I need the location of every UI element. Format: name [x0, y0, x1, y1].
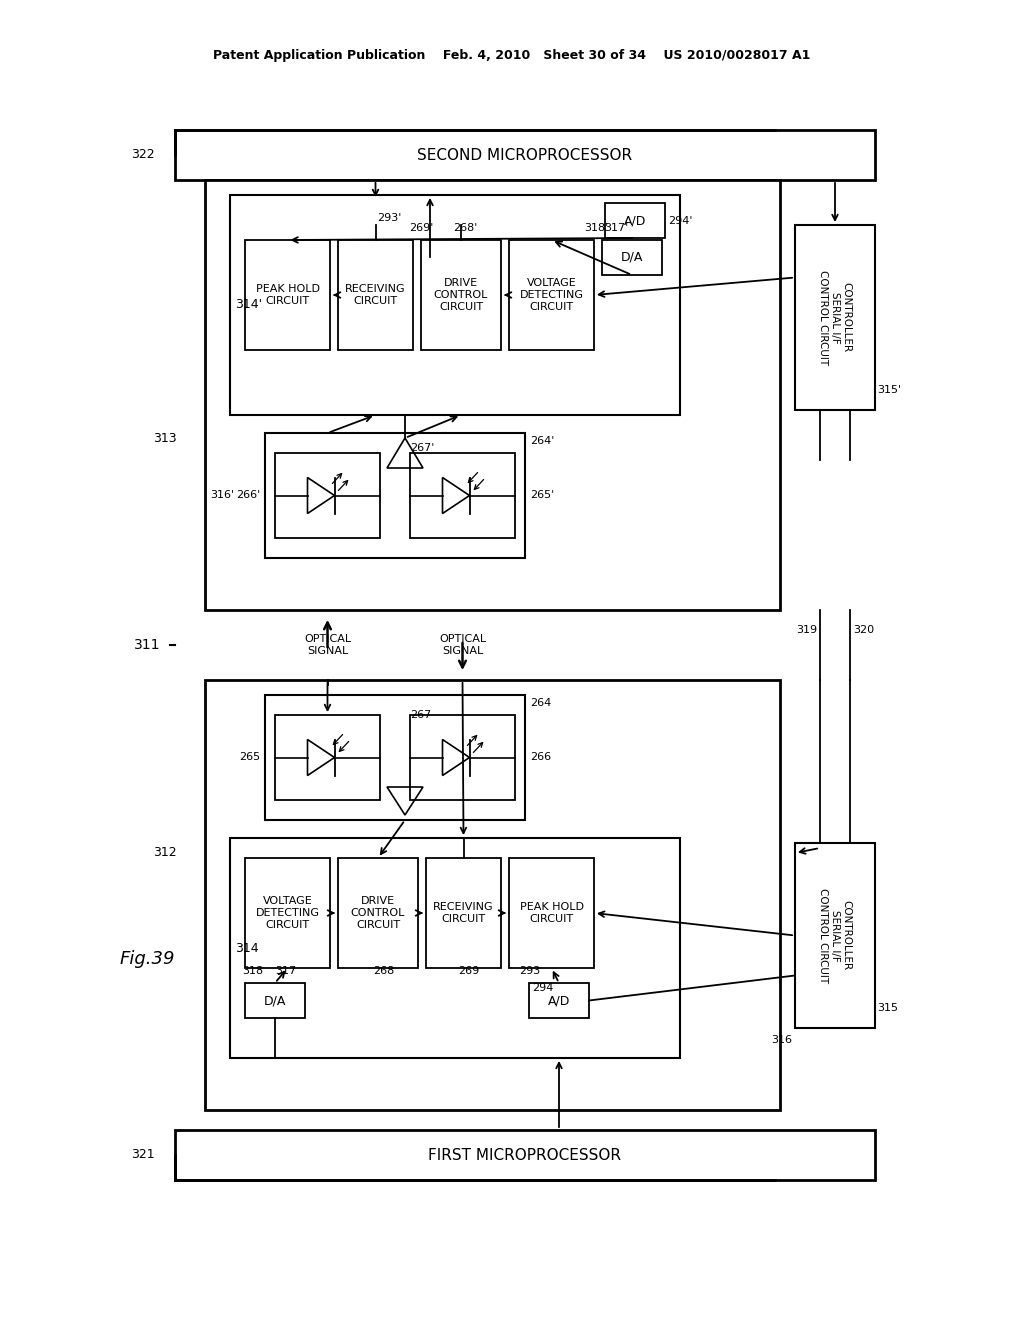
- Bar: [265, 696, 525, 820]
- Text: 266': 266': [236, 491, 260, 500]
- Bar: [795, 224, 874, 411]
- Text: 269': 269': [409, 223, 433, 234]
- Text: D/A: D/A: [264, 994, 286, 1007]
- Bar: [245, 858, 330, 968]
- Text: 316': 316': [210, 491, 234, 500]
- Text: RECEIVING
CIRCUIT: RECEIVING CIRCUIT: [433, 902, 494, 924]
- Text: D/A: D/A: [621, 251, 643, 264]
- Text: 321: 321: [131, 1148, 155, 1162]
- Bar: [230, 838, 680, 1059]
- Bar: [205, 680, 780, 1110]
- Bar: [175, 1130, 874, 1180]
- Text: 294': 294': [668, 215, 692, 226]
- Text: 317: 317: [275, 966, 296, 975]
- Bar: [426, 858, 501, 968]
- Text: CONTROLLER
SERIAL I/F
CONTROL CIRCUIT: CONTROLLER SERIAL I/F CONTROL CIRCUIT: [818, 888, 852, 983]
- Text: 293: 293: [519, 966, 541, 975]
- Text: DRIVE
CONTROL
CIRCUIT: DRIVE CONTROL CIRCUIT: [351, 896, 406, 929]
- Text: A/D: A/D: [624, 214, 646, 227]
- Text: VOLTAGE
DETECTING
CIRCUIT: VOLTAGE DETECTING CIRCUIT: [256, 896, 319, 929]
- Text: Patent Application Publication    Feb. 4, 2010   Sheet 30 of 34    US 2010/00280: Patent Application Publication Feb. 4, 2…: [213, 49, 811, 62]
- Text: 266: 266: [530, 752, 551, 763]
- Text: SECOND MICROPROCESSOR: SECOND MICROPROCESSOR: [418, 148, 633, 162]
- Text: 265': 265': [530, 491, 554, 500]
- Text: 269: 269: [459, 966, 480, 975]
- Bar: [205, 180, 780, 610]
- Text: 264: 264: [530, 698, 551, 708]
- Text: 313: 313: [154, 432, 177, 445]
- Text: OPTICAL
SIGNAL: OPTICAL SIGNAL: [439, 634, 486, 656]
- Bar: [509, 240, 594, 350]
- Bar: [795, 843, 874, 1028]
- Text: 268': 268': [453, 223, 477, 234]
- Bar: [175, 129, 874, 180]
- Text: 320: 320: [853, 624, 874, 635]
- Bar: [602, 240, 662, 275]
- Text: PEAK HOLD
CIRCUIT: PEAK HOLD CIRCUIT: [256, 284, 319, 306]
- Text: 294: 294: [532, 983, 553, 993]
- Text: 315: 315: [877, 1003, 898, 1012]
- Text: A/D: A/D: [548, 994, 570, 1007]
- Text: 265: 265: [239, 752, 260, 763]
- Bar: [529, 983, 589, 1018]
- Text: PEAK HOLD
CIRCUIT: PEAK HOLD CIRCUIT: [519, 902, 584, 924]
- Text: VOLTAGE
DETECTING
CIRCUIT: VOLTAGE DETECTING CIRCUIT: [519, 279, 584, 312]
- Text: 267: 267: [410, 710, 431, 719]
- Bar: [338, 240, 413, 350]
- Text: RECEIVING
CIRCUIT: RECEIVING CIRCUIT: [345, 284, 406, 306]
- Bar: [338, 858, 418, 968]
- Text: 314': 314': [234, 298, 262, 312]
- Bar: [265, 433, 525, 558]
- Text: Fig.39: Fig.39: [120, 950, 175, 969]
- Bar: [275, 453, 380, 539]
- Text: 318': 318': [584, 223, 608, 234]
- Text: 264': 264': [530, 436, 554, 446]
- Text: 322: 322: [131, 149, 155, 161]
- Bar: [509, 858, 594, 968]
- Bar: [410, 715, 515, 800]
- Text: OPTICAL
SIGNAL: OPTICAL SIGNAL: [304, 634, 351, 656]
- Text: 318: 318: [242, 966, 263, 975]
- Bar: [275, 715, 380, 800]
- Bar: [421, 240, 501, 350]
- Text: 312: 312: [154, 846, 177, 858]
- Text: 317': 317': [604, 223, 629, 234]
- Text: 268: 268: [373, 966, 394, 975]
- Text: 293': 293': [378, 213, 401, 223]
- Text: 267': 267': [410, 444, 434, 453]
- Bar: [410, 453, 515, 539]
- Bar: [605, 203, 665, 238]
- Text: 316: 316: [771, 1035, 792, 1045]
- Text: CONTROLLER
SERIAL I/F
CONTROL CIRCUIT: CONTROLLER SERIAL I/F CONTROL CIRCUIT: [818, 269, 852, 366]
- Bar: [245, 240, 330, 350]
- Text: 315': 315': [877, 385, 901, 395]
- Text: 314: 314: [234, 941, 259, 954]
- Text: DRIVE
CONTROL
CIRCUIT: DRIVE CONTROL CIRCUIT: [434, 279, 488, 312]
- Text: FIRST MICROPROCESSOR: FIRST MICROPROCESSOR: [428, 1147, 622, 1163]
- Text: 311: 311: [133, 638, 160, 652]
- Text: 319: 319: [796, 624, 817, 635]
- Bar: [230, 195, 680, 414]
- Bar: [245, 983, 305, 1018]
